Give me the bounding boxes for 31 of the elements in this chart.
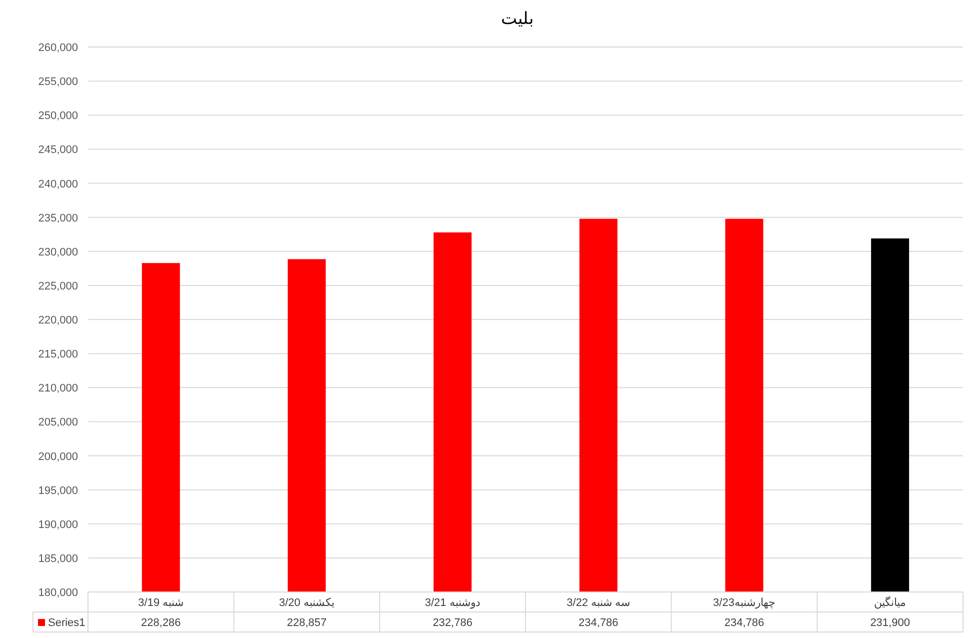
data-label: 234,786 bbox=[578, 617, 618, 629]
x-tick-label: یکشنبه 3/20 bbox=[279, 597, 334, 609]
y-tick-label: 185,000 bbox=[38, 552, 78, 565]
data-label: 234,786 bbox=[724, 617, 764, 629]
chart-title: بلیت bbox=[501, 9, 534, 28]
y-tick-label: 225,000 bbox=[38, 280, 78, 292]
y-tick-label: 255,000 bbox=[38, 76, 78, 88]
y-tick-label: 180,000 bbox=[38, 587, 78, 599]
y-tick-label: 210,000 bbox=[38, 382, 78, 395]
y-tick-label: 215,000 bbox=[38, 348, 78, 361]
y-tick-label: 230,000 bbox=[38, 246, 78, 258]
y-tick-label: 220,000 bbox=[38, 314, 78, 326]
y-tick-label: 240,000 bbox=[38, 178, 78, 190]
x-tick-label: شنبه 3/19 bbox=[138, 597, 184, 609]
y-tick-label: 235,000 bbox=[38, 212, 78, 224]
y-tick-label: 200,000 bbox=[38, 450, 78, 463]
y-tick-label: 260,000 bbox=[38, 42, 78, 54]
legend-label: Series1 bbox=[48, 617, 86, 629]
data-label: 228,857 bbox=[286, 617, 327, 629]
x-tick-label: دوشنبه 3/21 bbox=[424, 597, 480, 609]
data-label: 231,900 bbox=[870, 617, 910, 629]
data-label: 228,286 bbox=[141, 617, 181, 629]
x-tick-label: میانگین bbox=[874, 596, 906, 609]
y-tick-label: 190,000 bbox=[38, 518, 78, 531]
y-tick-label: 205,000 bbox=[38, 416, 78, 429]
y-tick-label: 250,000 bbox=[38, 110, 78, 122]
data-label: 232,786 bbox=[432, 617, 472, 629]
x-tick-label: سه شنبه 3/22 bbox=[566, 597, 630, 609]
y-tick-label: 245,000 bbox=[38, 144, 78, 156]
y-tick-label: 195,000 bbox=[38, 484, 78, 497]
x-tick-label: چهارشنبه3/23 bbox=[713, 597, 776, 609]
